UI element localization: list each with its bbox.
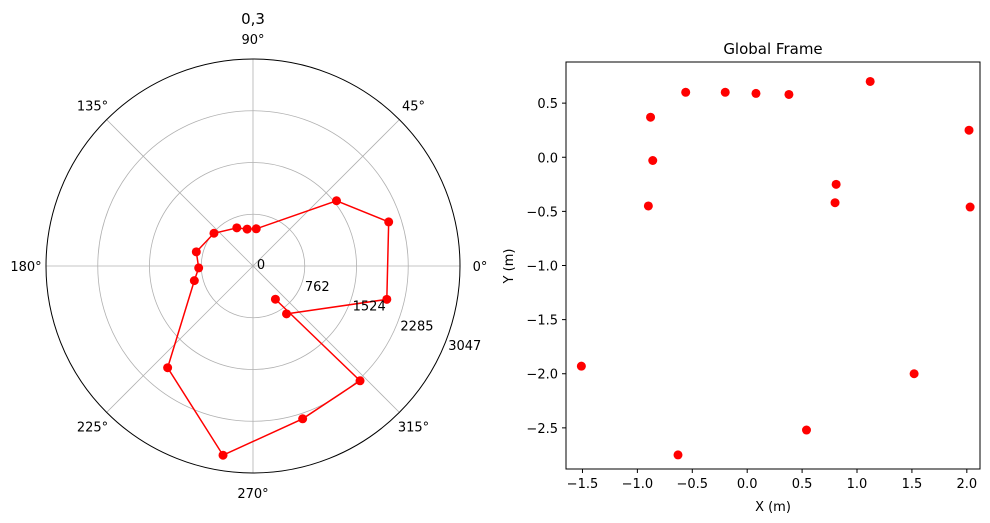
scatter-plot: Global Frame −1.5 −1.0 −0.5 0.0 0.5 1.0 1.5 2.0… <box>502 40 981 515</box>
scatter-data-point <box>801 425 811 435</box>
x-axis-label: X (m) <box>755 500 791 515</box>
y-tick-label: 0.5 <box>537 97 558 112</box>
polar-data-point <box>384 217 394 227</box>
polar-data-point <box>194 263 204 273</box>
scatter-data-point <box>673 450 683 460</box>
x-tick-label: −1.5 <box>567 477 599 492</box>
polar-grid-spoke <box>106 265 254 413</box>
polar-data-point <box>209 228 219 238</box>
polar-data-point <box>332 196 342 206</box>
polar-radial-tick-label: 762 <box>305 280 330 295</box>
polar-data-point <box>298 414 308 424</box>
polar-plot: 0,3 0° 45° 90° 135° 180° 225° 270° 315° 0 762 1524… <box>10 10 487 502</box>
scatter-data-point <box>964 125 974 135</box>
polar-data-point <box>382 294 392 304</box>
y-tick-label: 0.0 <box>537 151 558 166</box>
polar-grid-spoke <box>252 265 400 413</box>
polar-data-point <box>251 224 261 234</box>
x-tick-label: −1.0 <box>622 477 654 492</box>
polar-data-point <box>189 276 199 286</box>
scatter-data-point <box>576 361 586 371</box>
y-axis-label: Y (m) <box>502 249 517 285</box>
scatter-data-point <box>830 198 840 208</box>
polar-angle-tick-label: 90° <box>241 33 264 48</box>
polar-data-point <box>191 247 201 257</box>
scatter-data-point <box>965 202 975 212</box>
polar-series <box>163 196 394 460</box>
polar-radial-tick-label: 3047 <box>448 339 481 354</box>
polar-data-point <box>270 294 280 304</box>
y-tick-label: −2.0 <box>526 368 558 383</box>
polar-data-point <box>282 309 292 319</box>
scatter-data-point <box>720 87 730 97</box>
scatter-data-point <box>643 201 653 211</box>
polar-angle-tick-label: 180° <box>10 260 41 275</box>
x-tick-label: 1.5 <box>902 477 923 492</box>
scatter-data-point <box>681 87 691 97</box>
polar-radial-tick-label: 1524 <box>353 300 386 315</box>
scatter-points <box>576 76 975 460</box>
x-tick-label: 0.0 <box>737 477 758 492</box>
polar-series-line <box>166 199 390 457</box>
polar-data-point <box>218 450 228 460</box>
y-tick-label: −2.5 <box>526 422 558 437</box>
polar-grid-spoke <box>252 119 400 267</box>
y-tick-label: −1.5 <box>526 314 558 329</box>
polar-angle-tick-label: 225° <box>77 421 108 436</box>
polar-data-point <box>232 223 242 233</box>
y-tick-label: −0.5 <box>526 205 558 220</box>
x-tick-label: −0.5 <box>676 477 708 492</box>
polar-grid-spoke <box>106 119 254 267</box>
polar-angle-tick-label: 270° <box>237 487 268 502</box>
scatter-data-point <box>865 76 875 86</box>
scatter-data-point <box>909 369 919 379</box>
x-tick-label: 1.0 <box>847 477 868 492</box>
scatter-title: Global Frame <box>723 40 822 58</box>
polar-radial-tick-label: 0 <box>257 258 265 273</box>
scatter-data-point <box>751 88 761 98</box>
polar-title: 0,3 <box>241 10 265 28</box>
polar-tick-labels: 0° 45° 90° 135° 180° 225° 270° 315° 0 762 1524 2285… <box>10 33 487 502</box>
polar-angle-tick-label: 315° <box>398 421 429 436</box>
y-tick-label: −1.0 <box>526 260 558 275</box>
polar-radial-tick-label: 2285 <box>400 319 433 334</box>
polar-grid <box>45 58 461 474</box>
scatter-axes-frame <box>565 61 981 470</box>
polar-angle-tick-label: 135° <box>77 99 108 114</box>
polar-data-point <box>242 224 252 234</box>
x-tick-label: 2.0 <box>956 477 977 492</box>
polar-frame <box>45 58 461 474</box>
scatter-data-point <box>648 156 658 166</box>
scatter-data-point <box>831 179 841 189</box>
polar-data-point <box>163 363 173 373</box>
polar-data-point <box>355 376 365 386</box>
scatter-data-point <box>646 112 656 122</box>
polar-angle-tick-label: 45° <box>402 99 425 114</box>
polar-angle-tick-label: 0° <box>473 260 488 275</box>
scatter-data-point <box>784 89 794 99</box>
scatter-ticks: −1.5 −1.0 −0.5 0.0 0.5 1.0 1.5 2.0 0.5 0.0 −0.5 −1.… <box>526 97 977 492</box>
x-tick-label: 0.5 <box>792 477 813 492</box>
